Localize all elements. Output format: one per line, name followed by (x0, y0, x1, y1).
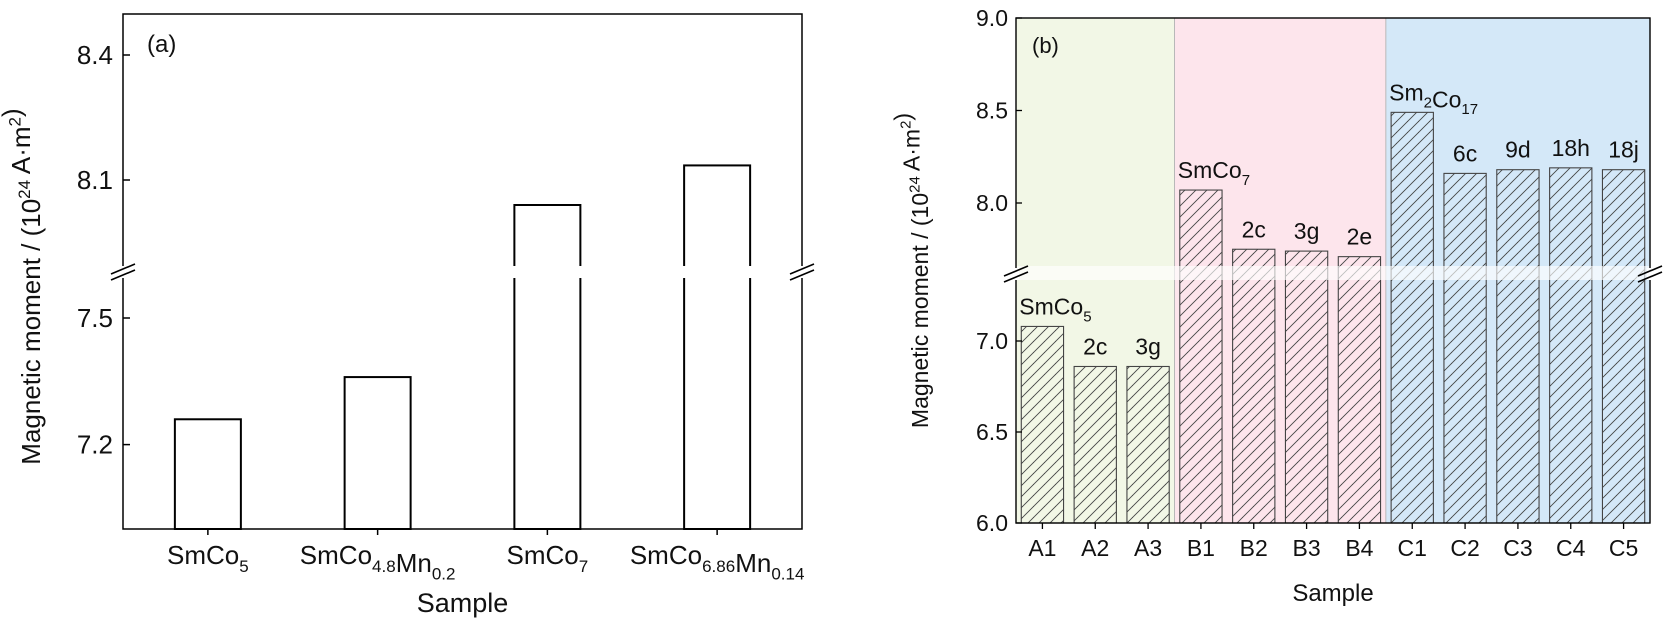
bar-annotation: SmCo5 (1019, 293, 1091, 325)
bar-annotation: 2c (1242, 216, 1266, 242)
y-tick-label: 8.5 (976, 98, 1008, 124)
x-tick-label: SmCo5 (167, 540, 249, 576)
y-tick-label: 7.2 (77, 430, 113, 460)
axis-break-mark (1003, 271, 1029, 283)
x-tick-label: C5 (1609, 535, 1638, 561)
bar-B1 (1179, 189, 1223, 524)
axis-break-mark (789, 269, 815, 281)
bar-B4 (1337, 256, 1382, 524)
bar-annotation: SmCo7 (1178, 157, 1250, 189)
x-tick-label: SmCo7 (507, 540, 589, 576)
y-tick-label: 6.5 (976, 419, 1008, 445)
axis-break-mark (110, 269, 136, 281)
panel-label: (a) (147, 31, 176, 58)
y-axis-label: Magnetic moment / (1024 A·m2) (0, 108, 46, 464)
bar-A2 (1073, 365, 1117, 524)
bar-A3 (1126, 365, 1170, 524)
axis-gap (799, 266, 805, 278)
bar-C4 (1549, 167, 1593, 524)
x-axis-label: Sample (1292, 580, 1373, 607)
x-tick-label: C1 (1398, 535, 1427, 561)
axis-break-mark (1003, 265, 1029, 277)
bar-C5 (1601, 169, 1646, 524)
bar-C2 (1443, 172, 1487, 524)
x-tick-label: SmCo6.86Mn0.14 (630, 540, 805, 584)
y-axis-label: Magnetic moment / (1024 A·m2) (890, 113, 933, 428)
x-tick-label: C4 (1556, 535, 1586, 561)
bar-annotation: 18h (1552, 135, 1590, 161)
y-tick-label: 8.4 (77, 40, 113, 70)
chart-panel-a: SmCo5 SmCo4.8Mn0.2 SmCo7 SmCo6.86Mn0.14 7.2 7… (0, 13, 815, 618)
x-tick-label: B3 (1293, 535, 1321, 561)
bar-B2 (1232, 248, 1276, 524)
bar-annotation: 2c (1083, 333, 1107, 359)
y-tick-label: 8.0 (976, 190, 1008, 216)
x-tick-label: B1 (1187, 535, 1215, 561)
chart-panel-b: A1 SmCo5 A2 2c A3 3g B1 SmCo7 B2 2c B3 3g B4 2e C1 Sm2C… (890, 5, 1663, 607)
x-tick-label: C2 (1450, 535, 1479, 561)
x-tick-label: B4 (1345, 535, 1373, 561)
bar-1 (343, 376, 412, 530)
y-tick-label: 7.5 (77, 303, 113, 333)
x-tick-label: SmCo4.8Mn0.2 (300, 540, 456, 584)
bar-0 (173, 418, 242, 530)
axis-break-mark (1637, 265, 1663, 277)
bar-annotation: Sm2Co17 (1389, 79, 1478, 118)
x-tick-label: A2 (1081, 535, 1109, 561)
axis-break-mark (789, 263, 815, 275)
axis-break-mark (1637, 271, 1663, 283)
axis-gap (1013, 268, 1019, 280)
panel-label: (b) (1032, 33, 1059, 58)
bar-annotation: 9d (1505, 137, 1531, 163)
y-tick-label: 9.0 (976, 5, 1008, 31)
axis-gap (120, 266, 126, 278)
break-strip (1012, 266, 1654, 280)
axis-break-mark (110, 263, 136, 275)
bar-A1 (1020, 325, 1065, 524)
x-tick-label: A3 (1134, 535, 1162, 561)
bar-annotation: 18j (1608, 137, 1639, 163)
bar-break-gap (511, 266, 584, 278)
bar-annotation: 3g (1135, 333, 1161, 359)
x-tick-label: A1 (1028, 535, 1056, 561)
bar-C1 (1390, 111, 1434, 524)
x-tick-label: C3 (1503, 535, 1532, 561)
bar-C3 (1496, 169, 1540, 524)
axis-gap (1647, 268, 1653, 280)
bar-annotation: 2e (1347, 224, 1373, 250)
y-tick-label: 7.0 (976, 328, 1008, 354)
bar-annotation: 6c (1453, 140, 1477, 166)
bar-annotation: 3g (1294, 218, 1320, 244)
bar-3 (683, 164, 752, 531)
bar-2 (513, 204, 582, 530)
bar-break-gap (681, 266, 754, 278)
x-axis-label: Sample (417, 588, 509, 618)
y-tick-label: 8.1 (77, 165, 113, 195)
bar-B3 (1284, 250, 1329, 524)
y-tick-label: 6.0 (976, 510, 1008, 536)
x-tick-label: B2 (1240, 535, 1268, 561)
